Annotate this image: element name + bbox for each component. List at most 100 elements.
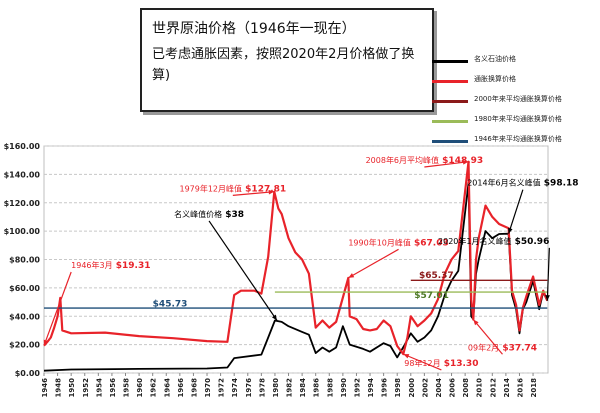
x-tick-label: 2000	[408, 378, 416, 398]
y-tick-label: $20.00	[9, 341, 40, 350]
x-tick-label: 1956	[109, 378, 117, 398]
annotation-arrow	[403, 353, 442, 371]
annotation-label: 1946年3月 $19.31	[71, 260, 150, 271]
x-tick-label: 1946	[41, 378, 49, 398]
annotation-arrow	[43, 271, 72, 346]
annotation-arrow	[508, 189, 524, 234]
legend-item-nominal: 名义石油价格	[432, 52, 600, 70]
annotation-arrow	[348, 248, 399, 279]
annotation-label: 98年12月 $13.30	[404, 358, 478, 369]
annotation-arrowhead	[403, 354, 410, 359]
x-tick-label: 2008	[462, 378, 470, 398]
annotation-label: 2008年6月平均峰值 $148.93	[366, 155, 484, 166]
x-tick-label: 2010	[476, 378, 484, 398]
x-tick-label: 1962	[150, 378, 158, 398]
annotation-value: $148.93	[439, 156, 483, 166]
avg-line-label: $45.73	[153, 299, 188, 309]
annotation-arrowhead	[462, 160, 469, 165]
x-tick-label: 1968	[190, 378, 198, 398]
annotation-arrowhead	[268, 189, 275, 195]
y-tick-label: $120.00	[4, 199, 41, 208]
x-tick-label: 1996	[381, 378, 389, 398]
avg-line-label: $65.37	[419, 271, 454, 281]
legend-swatch	[432, 120, 468, 123]
annotation-arrow	[208, 220, 278, 321]
x-tick-label: 1992	[353, 378, 361, 398]
x-tick-label: 1984	[299, 378, 307, 398]
legend-item-inflation-adjusted: 通胀换算价格	[432, 72, 600, 90]
x-tick-label: 2002	[421, 378, 429, 398]
series-line	[43, 160, 549, 356]
y-tick-label: $160.00	[4, 142, 41, 151]
y-tick-label: $140.00	[4, 170, 41, 179]
legend-item-avg-1946: 1946年来平均通胀换算价格	[432, 132, 600, 150]
x-tick-label: 2006	[449, 378, 457, 398]
annotation-value: $19.31	[113, 261, 151, 271]
x-tick-label: 2012	[489, 378, 497, 398]
x-tick-label: 1976	[245, 378, 253, 398]
x-tick-label: 2014	[503, 378, 511, 398]
annotation-value: $67.03	[411, 238, 449, 248]
annotation-value: $50.96	[511, 237, 549, 247]
annotation-value: $38	[222, 210, 244, 220]
annotation-arrow	[232, 191, 275, 196]
x-tick-label: 2016	[516, 378, 524, 398]
y-tick-label: $40.00	[9, 312, 40, 321]
x-tick-label: 1974	[231, 378, 239, 398]
x-tick-label: 2018	[530, 378, 538, 398]
y-tick-label: $100.00	[4, 227, 41, 236]
x-tick-label: 2004	[435, 378, 443, 398]
annotation-label: 名义峰值价格 $38	[174, 209, 244, 220]
legend-label: 通胀换算价格	[474, 75, 516, 83]
x-tick-label: 1988	[326, 378, 334, 398]
x-tick-label: 1948	[55, 378, 63, 398]
x-tick-label: 1954	[95, 378, 103, 398]
x-tick-label: 1972	[218, 378, 226, 398]
x-tick-label: 1952	[82, 378, 90, 398]
x-tick-label: 1964	[163, 378, 171, 398]
x-tick-label: 1980	[272, 378, 280, 398]
legend-swatch	[432, 140, 468, 143]
avg-line-label: $57.01	[414, 291, 449, 301]
y-tick-label: $60.00	[9, 284, 40, 293]
annotation-arrowhead	[271, 314, 277, 321]
x-tick-label: 1960	[136, 378, 144, 398]
x-tick-label: 1950	[68, 378, 76, 398]
legend-label: 1980年来平均通胀换算价格	[474, 115, 562, 123]
chart-title: 世界原油价格（1946年一现在）	[152, 21, 356, 37]
annotation-arrow	[424, 161, 469, 168]
x-tick-label: 1958	[123, 378, 131, 398]
legend-label: 名义石油价格	[474, 55, 516, 63]
legend-label: 2000年来平均通胀换算价格	[474, 95, 562, 103]
x-tick-label: 1966	[177, 378, 185, 398]
legend: 名义石油价格 通胀换算价格 2000年来平均通胀换算价格 1980年来平均通胀换…	[432, 52, 600, 152]
annotation-label: 09年2月 $37.74	[468, 342, 537, 353]
annotation-arrowhead	[348, 273, 355, 278]
annotation-value: $13.30	[441, 359, 479, 369]
legend-item-avg-2000: 2000年来平均通胀换算价格	[432, 92, 600, 110]
y-tick-label: $0.00	[15, 369, 41, 378]
legend-item-avg-1980: 1980年来平均通胀换算价格	[432, 112, 600, 130]
y-tick-label: $80.00	[9, 256, 40, 265]
legend-swatch	[432, 100, 468, 103]
legend-label: 1946年来平均通胀换算价格	[474, 135, 562, 143]
legend-swatch	[432, 60, 468, 63]
annotation-label: 2020年1月名义峰值 $50.96	[438, 236, 549, 247]
annotation-arrowhead	[43, 339, 49, 346]
annotation-label: 2014年6月名义峰值 $98.18	[467, 178, 578, 189]
annotation-arrowhead	[508, 227, 513, 234]
annotation-label: 1979年12月峰值 $127.81	[179, 183, 286, 194]
annotation-arrowhead	[545, 295, 550, 301]
x-tick-label: 1970	[204, 378, 212, 398]
annotation-value: $127.81	[242, 184, 286, 194]
x-tick-label: 1998	[394, 378, 402, 398]
x-tick-label: 1982	[286, 378, 294, 398]
x-tick-label: 1986	[313, 378, 321, 398]
x-tick-label: 1994	[367, 378, 375, 398]
x-tick-label: 1990	[340, 378, 348, 398]
annotation-label: 1990年10月峰值 $67.03	[348, 237, 448, 248]
annotation-arrow	[472, 319, 503, 355]
annotation-arrowhead	[473, 319, 479, 326]
chart-subtitle: 已考虑通胀因素，按照2020年2月价格做了换算)	[152, 47, 415, 83]
